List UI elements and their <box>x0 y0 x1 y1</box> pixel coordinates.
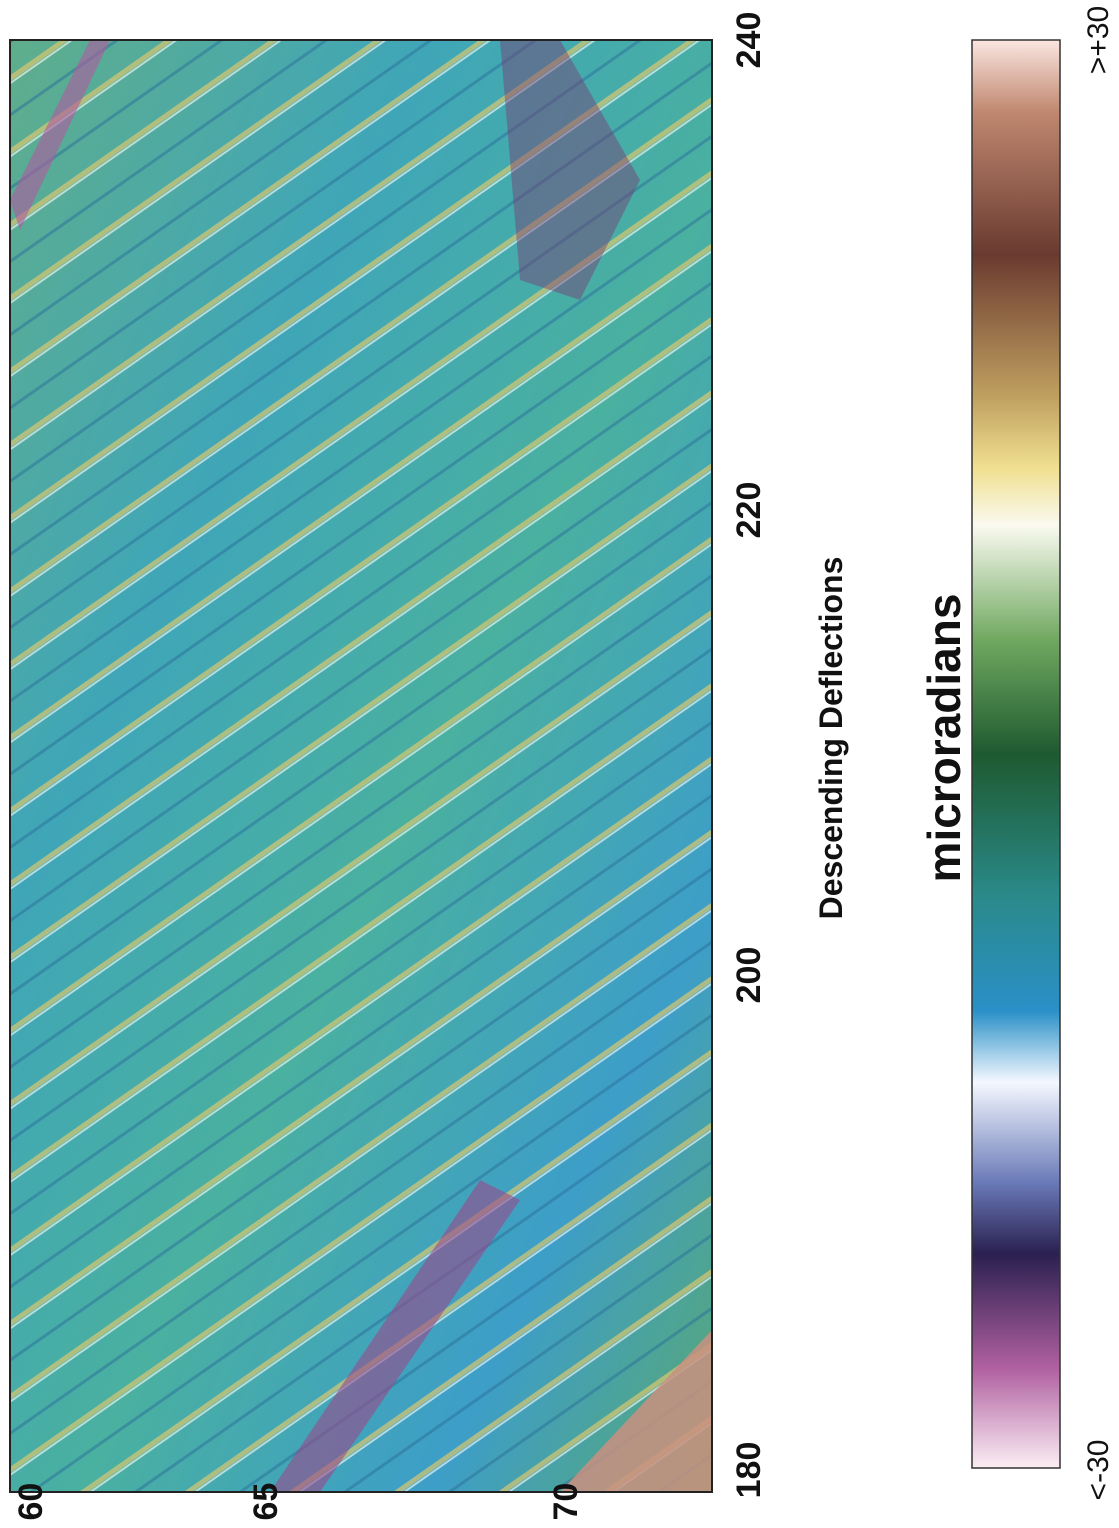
page: 180 200 220 240 - 60 - 65 - 70 Descendin… <box>0 0 1119 1528</box>
longitude-label: 220 <box>730 482 768 539</box>
colorbar-unit: microradians <box>918 594 970 883</box>
longitude-label: 240 <box>730 12 768 69</box>
latitude-label: - 70 <box>547 1483 585 1528</box>
map <box>10 40 712 1492</box>
latitude-label: - 60 <box>12 1483 50 1528</box>
colorbar <box>972 40 1060 1468</box>
colorbar-max-label: >+30 <box>1082 6 1115 74</box>
longitude-label: 200 <box>730 947 768 1004</box>
longitude-axis: 180 200 220 240 <box>730 12 768 1499</box>
longitude-label: 180 <box>730 1442 768 1499</box>
colorbar-min-label: <-30 <box>1082 1440 1115 1501</box>
figure: 180 200 220 240 - 60 - 65 - 70 Descendin… <box>0 0 1119 1528</box>
latitude-label: - 65 <box>247 1483 285 1528</box>
map-texture <box>10 40 712 1492</box>
map-title: Descending Deflections <box>813 557 849 920</box>
